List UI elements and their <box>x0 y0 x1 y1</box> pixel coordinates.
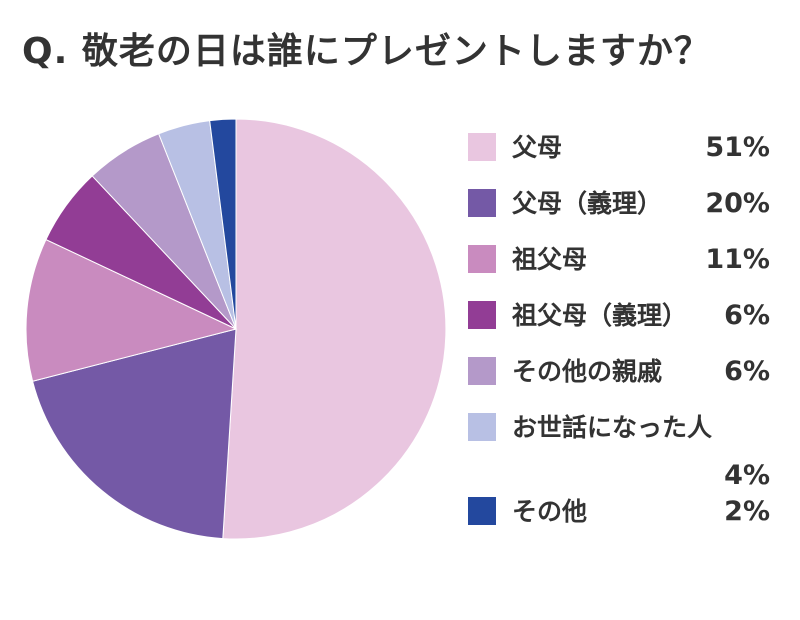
legend-value: 6% <box>724 356 770 387</box>
pie-slice-0 <box>222 118 447 540</box>
pie-slice-1 <box>31 328 237 540</box>
legend-label: その他 <box>512 497 588 526</box>
pie-slice-6 <box>209 118 237 330</box>
legend-value: 11% <box>705 244 770 275</box>
legend-item: 父母（義理） 20% <box>468 184 778 224</box>
legend-label: 祖父母（義理） <box>512 301 688 330</box>
legend-label: 父母（義理） <box>512 189 663 218</box>
legend-item: 祖父母（義理） 6% <box>468 296 778 336</box>
legend-label: 祖父母 <box>512 245 588 274</box>
legend-label: 父母 <box>512 133 563 162</box>
legend-value: 4% <box>724 460 770 491</box>
legend-item: 父母 51% <box>468 128 778 168</box>
legend-swatch <box>468 133 496 161</box>
pie-slice-2 <box>25 238 238 382</box>
chart-title: Q. 敬老の日は誰にプレゼントしますか？ <box>22 31 711 72</box>
legend-item: その他の親戚 6% <box>468 352 778 392</box>
legend-label: お世話になった人 <box>512 413 713 442</box>
legend-swatch <box>468 189 496 217</box>
legend-value: 20% <box>705 188 770 219</box>
legend-value: 6% <box>724 300 770 331</box>
legend-swatch <box>468 245 496 273</box>
legend-swatch <box>468 301 496 329</box>
legend-item: 祖父母 11% <box>468 240 778 280</box>
legend-swatch <box>468 413 496 441</box>
legend-item: お世話になった人 4% <box>468 408 778 491</box>
legend-swatch <box>468 497 496 525</box>
legend-value: 2% <box>724 496 770 527</box>
legend-item: その他 2% <box>468 492 778 532</box>
legend-label: その他の親戚 <box>512 357 663 386</box>
legend-value: 51% <box>705 132 770 163</box>
legend-swatch <box>468 357 496 385</box>
